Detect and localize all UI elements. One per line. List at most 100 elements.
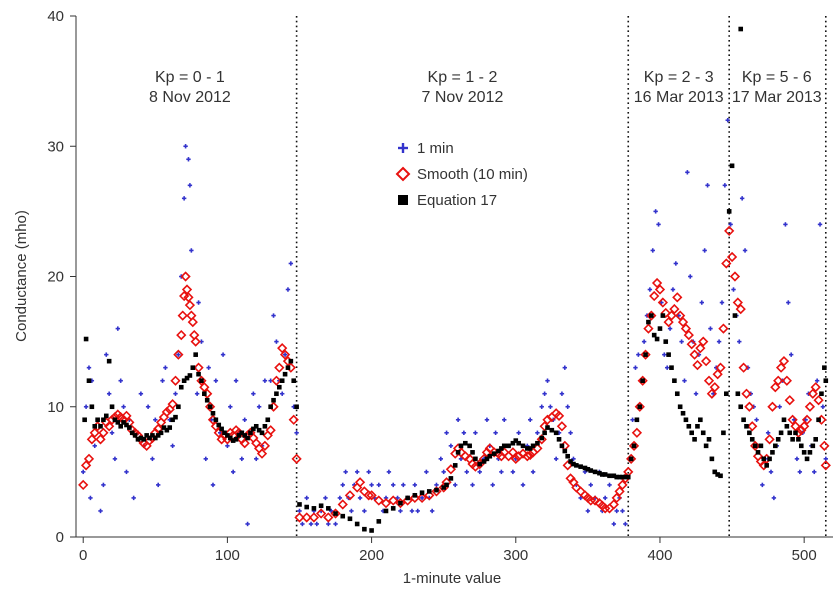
one-min-point — [196, 300, 201, 305]
equation-point — [98, 423, 103, 429]
smooth-point — [181, 284, 193, 295]
equation-point — [571, 461, 576, 467]
one-min-point — [329, 508, 334, 514]
smooth-point — [344, 490, 356, 501]
equation-point — [700, 430, 706, 436]
one-min-point — [294, 430, 299, 435]
smooth-point — [589, 495, 601, 506]
equation-point — [118, 423, 123, 429]
region-labels: Kp = 0 - 1 8 Nov 2012 Kp = 1 - 2 7 Nov 2012… — [149, 69, 822, 106]
equation-point — [683, 417, 689, 423]
equation-point — [161, 425, 167, 430]
equation-point — [109, 404, 115, 410]
one-min-point — [150, 456, 155, 462]
smooth-point — [354, 477, 366, 488]
equation-point — [562, 448, 568, 454]
equation-point — [170, 417, 175, 423]
one-min-point — [121, 404, 126, 409]
smooth-point — [660, 307, 671, 319]
equation-point — [398, 500, 403, 506]
equation-point — [477, 461, 483, 467]
x-axis-label: 1-minute value — [403, 570, 501, 587]
one-min-point — [333, 521, 338, 527]
smooth-point — [279, 349, 291, 360]
equation-point — [680, 410, 686, 416]
one-min-point — [771, 495, 777, 501]
equation-point — [520, 443, 526, 449]
smooth-point — [460, 451, 471, 462]
one-min-point — [470, 482, 475, 488]
one-min-point — [670, 287, 676, 292]
equation-point — [187, 373, 193, 378]
equation-point — [568, 459, 573, 464]
smooth-point — [556, 421, 568, 432]
equation-point — [141, 437, 147, 442]
one-min-point — [499, 469, 504, 475]
one-min-point — [104, 352, 109, 357]
equation-point — [158, 430, 164, 436]
smooth-point — [539, 421, 550, 432]
smooth-point — [692, 359, 703, 371]
one-min-point — [699, 300, 704, 305]
equation-point — [288, 358, 294, 364]
equation-point — [376, 519, 382, 524]
one-min-point — [386, 469, 392, 475]
one-min-point — [194, 391, 200, 396]
one-min-point — [539, 404, 544, 409]
smooth-point — [144, 435, 155, 446]
one-min-point — [653, 209, 658, 214]
smooth-point — [732, 297, 743, 308]
smooth-point — [409, 492, 420, 504]
equation-point — [804, 456, 810, 462]
region-kp-label: Kp = 5 - 6 — [742, 69, 812, 86]
one-min-point — [528, 417, 533, 422]
one-min-point — [719, 300, 725, 305]
smooth-point — [553, 410, 565, 421]
smooth-point — [764, 434, 775, 445]
one-min-point — [490, 482, 495, 488]
equation-point — [764, 463, 769, 468]
smooth-point — [631, 427, 643, 438]
equation-point — [798, 443, 804, 449]
one-min-point — [473, 430, 478, 435]
equation-point — [721, 430, 726, 436]
one-min-point — [760, 482, 765, 488]
smooth-point — [481, 447, 493, 458]
equation-point — [487, 453, 493, 459]
one-min-point — [409, 508, 415, 514]
one-min-point — [256, 404, 262, 409]
smooth-point — [747, 421, 758, 432]
smooth-point — [274, 362, 285, 373]
smooth-point — [510, 453, 521, 464]
equation-point — [199, 378, 204, 383]
equation-point — [553, 430, 559, 436]
equation-point — [291, 378, 297, 383]
smooth-point — [695, 343, 706, 354]
equation-point — [473, 456, 478, 462]
equation-point — [723, 391, 729, 397]
one-min-point — [742, 248, 748, 253]
smooth-point — [78, 479, 89, 491]
equation-point — [787, 430, 793, 436]
smooth-point — [121, 410, 132, 421]
smooth-point — [813, 395, 824, 406]
one-min-point — [667, 326, 673, 331]
one-min-point — [206, 365, 211, 370]
equation-point — [525, 446, 530, 451]
one-min-point — [262, 378, 268, 383]
equation-point — [752, 443, 758, 449]
equation-point — [643, 352, 648, 357]
one-min-point — [662, 352, 667, 357]
equation-point — [535, 440, 540, 446]
one-min-point — [163, 365, 168, 370]
equation-point — [92, 423, 98, 429]
equation-point — [718, 473, 723, 479]
one-min-point — [647, 287, 653, 292]
smooth-point — [80, 460, 92, 471]
smooth-point — [672, 292, 683, 303]
smooth-point — [686, 339, 697, 350]
one-min-point — [138, 391, 144, 396]
equation-point — [347, 516, 353, 522]
equation-point — [781, 417, 787, 423]
equation-point — [516, 440, 521, 446]
